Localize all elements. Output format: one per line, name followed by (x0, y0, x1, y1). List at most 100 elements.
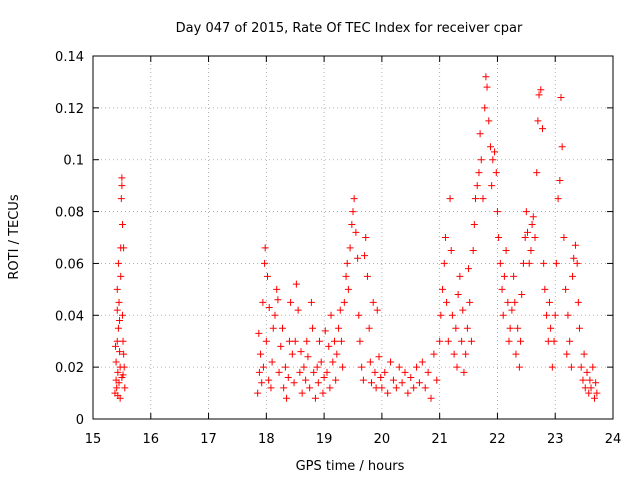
data-point-marker (117, 195, 125, 203)
data-point-marker (492, 169, 500, 177)
plot-frame (92, 55, 614, 420)
data-point-marker (593, 389, 601, 397)
y-tick-label: 0.1 (63, 154, 84, 169)
data-point-marker (119, 337, 127, 345)
data-point-marker (575, 324, 583, 332)
data-point-marker (505, 337, 513, 345)
data-point-marker (320, 374, 328, 382)
data-point-marker (527, 246, 535, 254)
data-point-marker (290, 379, 298, 387)
data-point-marker (421, 384, 429, 392)
data-point-marker (529, 213, 537, 221)
data-point-marker (112, 358, 120, 366)
data-point-marker (476, 130, 484, 138)
data-point-marker (448, 311, 456, 319)
y-tick-label: 0.02 (55, 361, 84, 376)
data-point-marker (310, 368, 318, 376)
data-point-marker (271, 311, 279, 319)
data-point-marker (443, 298, 451, 306)
x-tick-label: 20 (374, 432, 391, 447)
data-point-marker (554, 195, 562, 203)
data-point-marker (366, 358, 374, 366)
axis-ticks (92, 55, 614, 420)
data-point-marker (511, 298, 519, 306)
data-point-marker (116, 348, 124, 356)
data-point-marker (114, 324, 122, 332)
data-point-marker (259, 363, 267, 371)
data-point-marker (473, 182, 481, 190)
data-point-marker (325, 342, 333, 350)
data-point-marker (413, 363, 421, 371)
data-point-marker (586, 376, 594, 384)
data-point-marker (296, 368, 304, 376)
data-point-marker (564, 311, 572, 319)
y-axis-label: ROTI / TECUs (7, 194, 22, 279)
y-tick-label: 0.06 (55, 257, 84, 272)
data-point-marker (323, 368, 331, 376)
data-point-marker (277, 342, 285, 350)
data-point-marker (113, 306, 121, 314)
data-point-marker (500, 272, 508, 280)
x-tick-label: 17 (200, 432, 217, 447)
x-axis-label: GPS time / hours (296, 459, 405, 474)
data-point-marker (515, 363, 523, 371)
data-point-marker (279, 324, 287, 332)
data-point-marker (567, 363, 575, 371)
data-point-marker (525, 259, 533, 267)
data-point-marker (267, 384, 275, 392)
data-point-marker (361, 252, 369, 260)
data-point-marker (580, 350, 588, 358)
data-point-marker (336, 306, 344, 314)
data-point-marker (331, 337, 339, 345)
data-points (111, 73, 601, 402)
data-point-marker (456, 272, 464, 280)
data-point-marker (303, 337, 311, 345)
data-point-marker (499, 311, 507, 319)
data-point-marker (350, 195, 358, 203)
data-point-marker (566, 337, 574, 345)
data-point-marker (265, 376, 273, 384)
data-point-marker (547, 324, 555, 332)
y-tick-labels: 0 0.02 0.04 0.06 0.08 0.1 0.12 0.14 (55, 50, 84, 428)
data-point-marker (112, 342, 120, 350)
data-point-marker (577, 363, 585, 371)
data-point-marker (255, 329, 263, 337)
data-point-marker (469, 246, 477, 254)
data-point-marker (114, 392, 122, 400)
data-point-marker (463, 324, 471, 332)
data-point-marker (314, 379, 322, 387)
data-point-marker (378, 384, 386, 392)
data-point-marker (261, 244, 269, 252)
y-tick-label: 0.12 (55, 102, 84, 117)
data-point-marker (349, 208, 357, 216)
data-point-marker (258, 379, 266, 387)
data-point-marker (332, 376, 340, 384)
data-point-marker (315, 337, 323, 345)
x-tick-label: 24 (605, 432, 622, 447)
x-tick-label: 16 (143, 432, 160, 447)
data-point-marker (302, 376, 310, 384)
data-point-marker (369, 298, 377, 306)
data-point-marker (269, 324, 277, 332)
data-point-marker (433, 376, 441, 384)
data-point-marker (551, 311, 559, 319)
data-point-marker (321, 327, 329, 335)
data-point-marker (306, 384, 314, 392)
data-point-marker (275, 368, 283, 376)
data-point-marker (427, 394, 435, 402)
data-point-marker (548, 363, 556, 371)
data-point-marker (344, 285, 352, 293)
data-point-marker (537, 86, 545, 94)
y-tick-label: 0 (76, 413, 84, 428)
data-point-marker (462, 350, 470, 358)
data-point-marker (354, 254, 362, 262)
data-point-marker (363, 272, 371, 280)
data-point-marker (556, 176, 564, 184)
data-point-marker (398, 379, 406, 387)
data-point-marker (485, 117, 493, 125)
data-point-marker (495, 234, 503, 241)
data-point-marker (283, 394, 291, 402)
x-tick-label: 21 (431, 432, 448, 447)
data-point-marker (512, 350, 520, 358)
